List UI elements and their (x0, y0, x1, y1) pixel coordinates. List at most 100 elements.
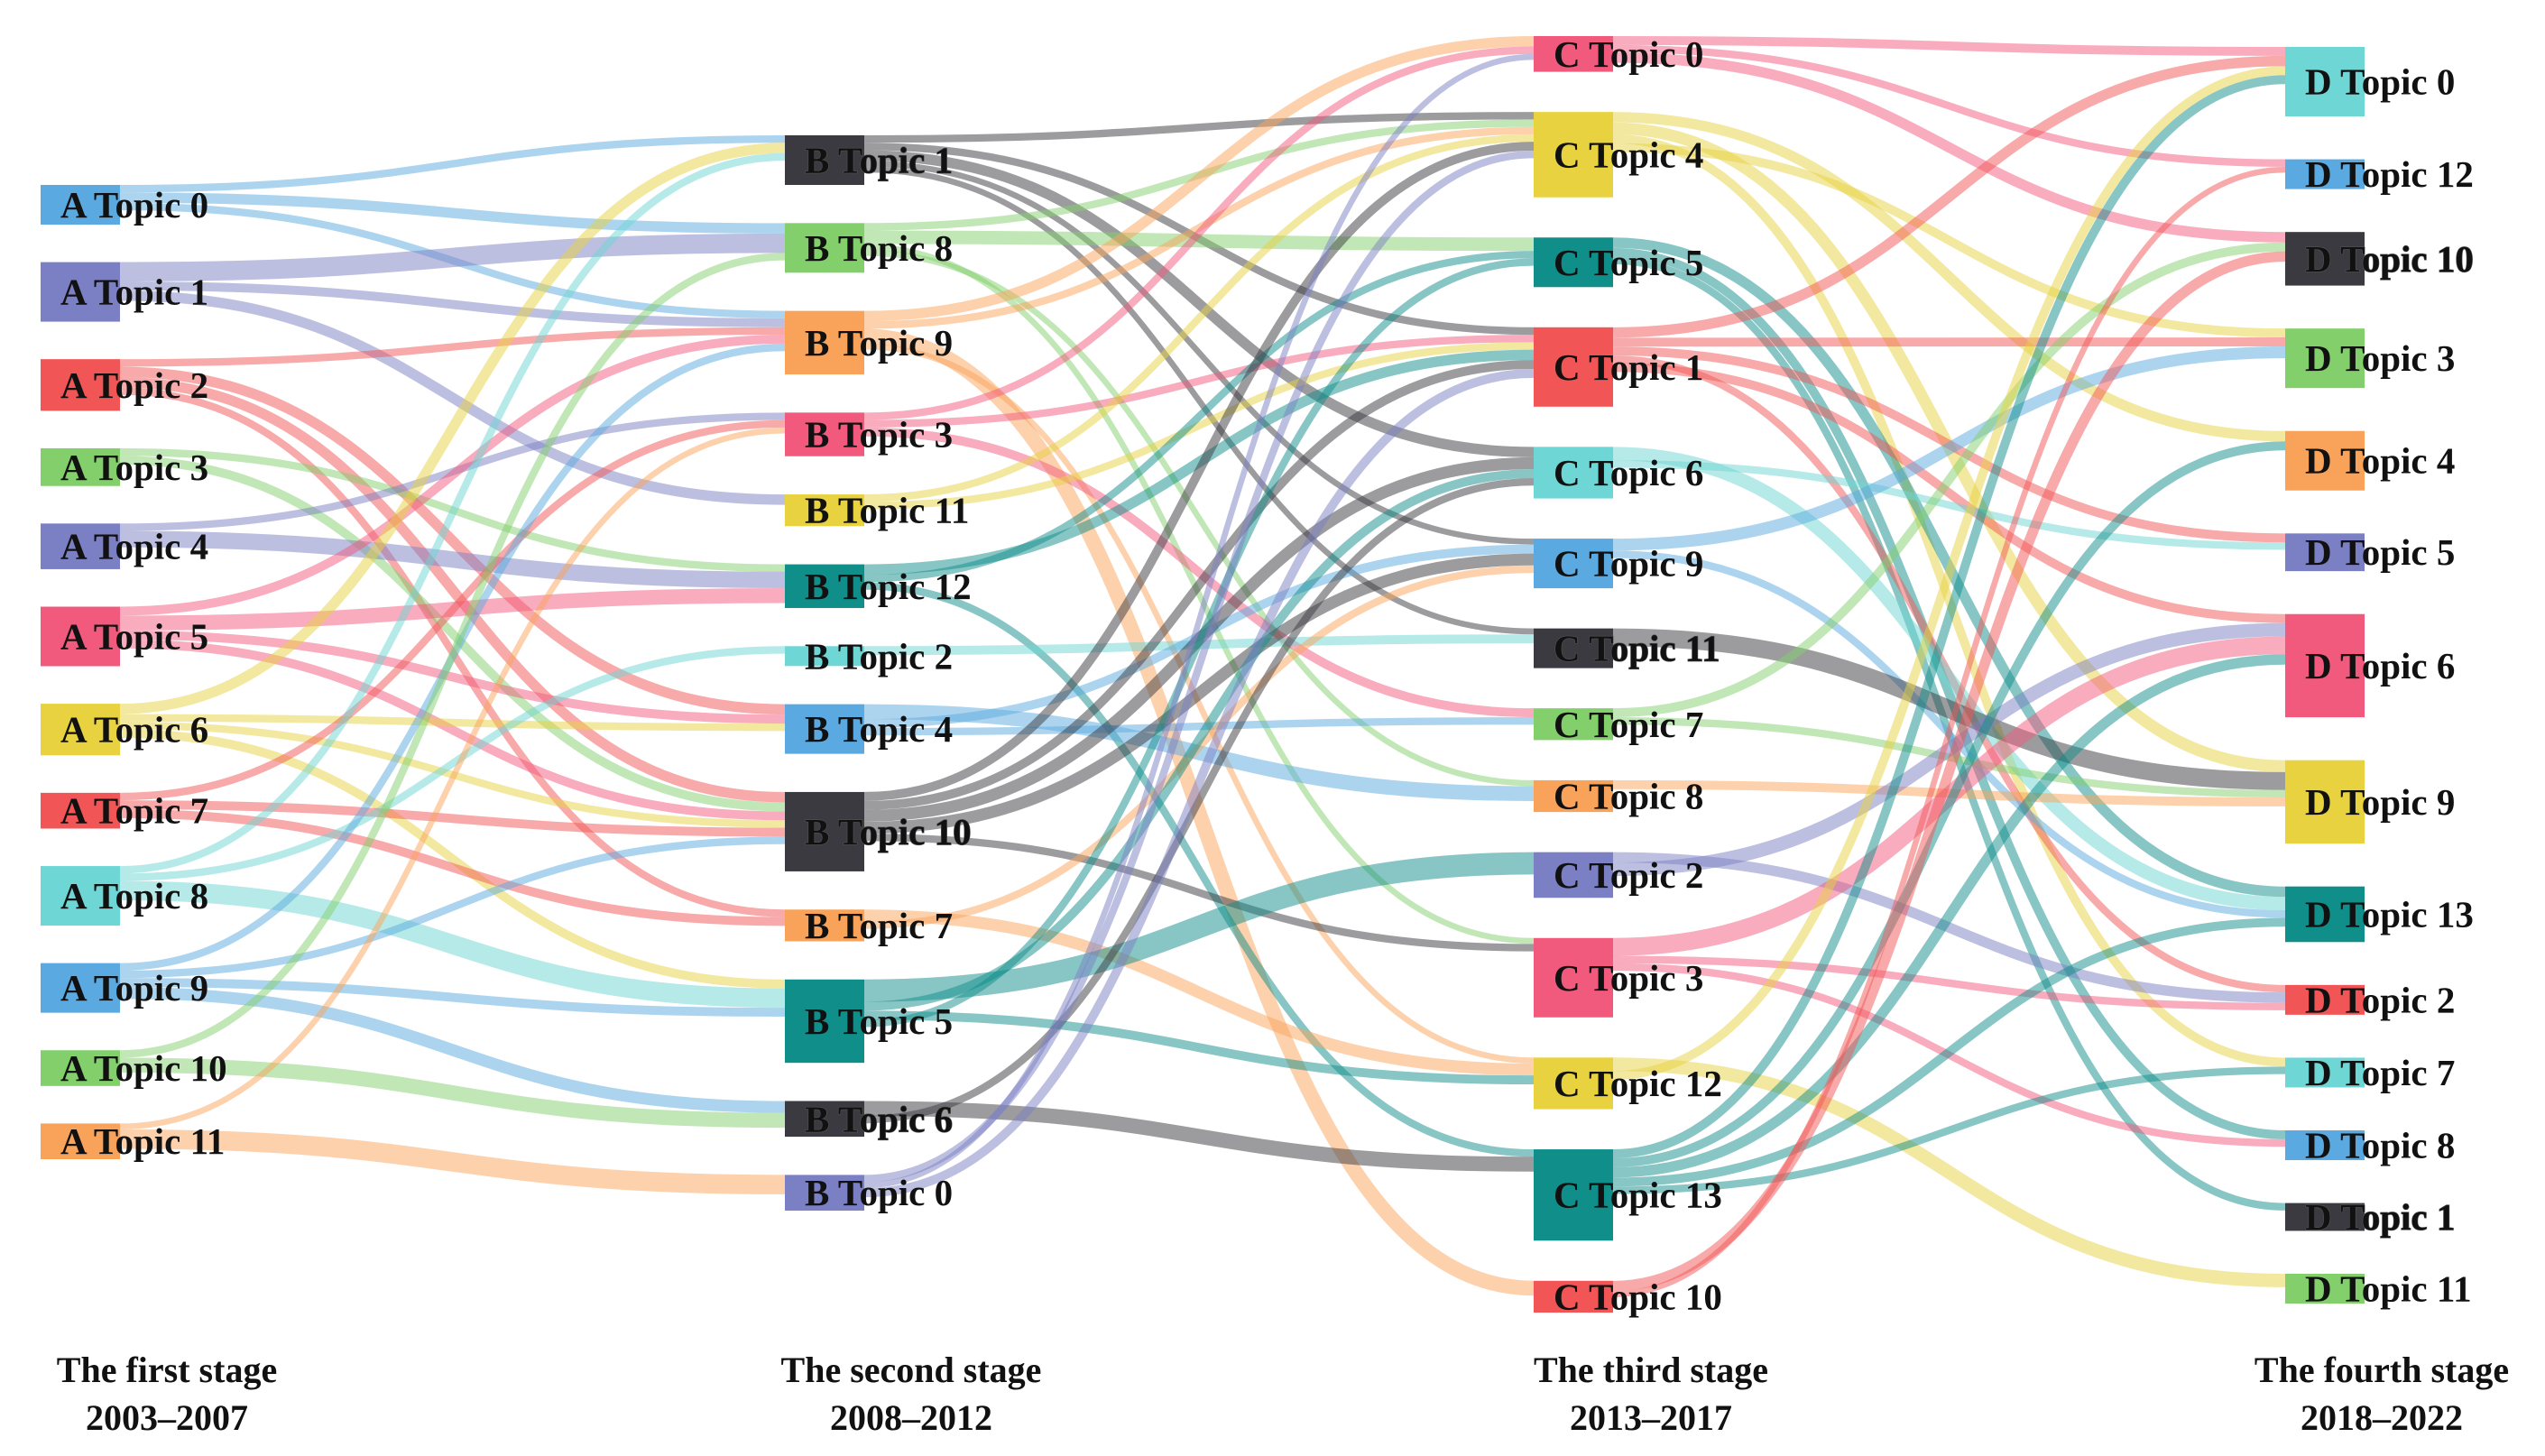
link-b1-c6[interactable] (863, 150, 1535, 457)
node-c7[interactable]: C Topic 7 (1534, 704, 1703, 745)
link-c9-d3[interactable] (1612, 346, 2286, 551)
node-c0[interactable]: C Topic 0 (1534, 33, 1703, 75)
node-b7[interactable]: B Topic 7 (785, 905, 953, 946)
link-b10-c3[interactable] (863, 834, 1535, 952)
link-b11-c1[interactable] (863, 342, 1535, 510)
link-c12-d11[interactable] (1612, 1057, 2286, 1287)
node-d2[interactable]: D Topic 2 (2285, 979, 2455, 1020)
link-c3-d2[interactable] (1612, 955, 2286, 1010)
node-c9[interactable]: C Topic 9 (1534, 539, 1703, 589)
node-b4[interactable]: B Topic 4 (785, 704, 953, 754)
node-b1[interactable]: B Topic 1 (785, 135, 954, 185)
node-c3[interactable]: C Topic 3 (1534, 937, 1703, 1018)
link-b8-c8[interactable] (863, 250, 1535, 787)
link-b10-c1[interactable] (863, 360, 1535, 810)
node-b10[interactable]: B Topic 10 (785, 791, 972, 871)
link-a6-b5[interactable] (119, 729, 786, 989)
link-a7-b7[interactable] (119, 809, 786, 926)
node-d10[interactable]: D Topic 10 (2285, 232, 2474, 286)
link-b3-c1[interactable] (863, 335, 1535, 428)
node-a1[interactable]: A Topic 1 (41, 262, 208, 322)
node-a5[interactable]: A Topic 5 (41, 606, 208, 667)
node-d7[interactable]: D Topic 7 (2285, 1052, 2455, 1093)
link-b6-c6[interactable] (863, 477, 1535, 1124)
node-c10[interactable]: C Topic 10 (1534, 1276, 1722, 1317)
node-d11[interactable]: D Topic 11 (2285, 1268, 2472, 1310)
node-d0[interactable]: D Topic 0 (2285, 47, 2455, 116)
link-a0-b1[interactable] (119, 134, 786, 193)
node-a9[interactable]: A Topic 9 (41, 963, 208, 1013)
link-c6-d5[interactable] (1612, 460, 2286, 550)
link-a11-b3[interactable] (119, 427, 786, 1129)
link-b12-c13[interactable] (863, 582, 1535, 1157)
link-a2-b9[interactable] (119, 327, 786, 367)
link-a7-b10[interactable] (119, 800, 786, 837)
node-d8[interactable]: D Topic 8 (2285, 1125, 2455, 1166)
link-b8-c5[interactable] (863, 230, 1535, 252)
node-d6[interactable]: D Topic 6 (2285, 613, 2455, 718)
node-c5[interactable]: C Topic 5 (1534, 237, 1703, 288)
node-a6[interactable]: A Topic 6 (41, 704, 208, 756)
node-a0[interactable]: A Topic 0 (41, 184, 208, 226)
link-b7-c12[interactable] (863, 909, 1535, 1076)
link-c1-d6[interactable] (1612, 363, 2286, 623)
node-b5[interactable]: B Topic 5 (785, 979, 953, 1064)
link-a9-b10[interactable] (119, 836, 786, 979)
link-b4-c7[interactable] (863, 717, 1535, 736)
link-a2-b10[interactable] (119, 376, 786, 803)
link-b10-c4[interactable] (863, 142, 1535, 801)
node-b11[interactable]: B Topic 11 (785, 490, 969, 531)
link-b5-c5[interactable] (863, 258, 1535, 1027)
link-a5-b10[interactable] (119, 639, 786, 821)
link-b1-c11[interactable] (863, 166, 1535, 635)
link-b3-c0[interactable] (863, 46, 1535, 420)
link-c13-d13[interactable] (1612, 917, 2286, 1187)
link-b10-c9[interactable] (863, 553, 1535, 834)
node-c8[interactable]: C Topic 8 (1534, 776, 1703, 817)
link-a3-b10[interactable] (119, 456, 786, 812)
link-b0-c1[interactable] (863, 369, 1535, 1198)
node-b8[interactable]: B Topic 8 (785, 223, 953, 273)
link-a6-b4[interactable] (119, 714, 786, 732)
link-a10-b8[interactable] (119, 253, 786, 1058)
link-b9-c0[interactable] (863, 36, 1535, 322)
link-c1-d0[interactable] (1612, 55, 2286, 338)
link-c10-d12[interactable] (1612, 166, 2286, 1297)
link-a6-b1[interactable] (119, 143, 786, 714)
link-b9-c12[interactable] (863, 343, 1535, 1064)
link-a7-b3[interactable] (119, 419, 786, 801)
node-a7[interactable]: A Topic 7 (41, 790, 208, 832)
link-b8-c3[interactable] (863, 244, 1535, 945)
link-c6-d13[interactable] (1612, 447, 2286, 911)
link-a8-b1[interactable] (119, 152, 786, 874)
link-a2-b4[interactable] (119, 366, 786, 715)
link-c4-d4[interactable] (1612, 112, 2286, 442)
link-b0-c0[interactable] (863, 53, 1535, 1189)
node-d13[interactable]: D Topic 13 (2285, 886, 2474, 943)
node-c6[interactable]: C Topic 6 (1534, 447, 1703, 499)
link-a0-b8[interactable] (119, 192, 786, 234)
node-a2[interactable]: A Topic 2 (41, 359, 208, 411)
link-c12-d0[interactable] (1612, 66, 2286, 1081)
link-a4-b12[interactable] (119, 530, 786, 589)
link-c0-d12[interactable] (1612, 44, 2286, 167)
node-b12[interactable]: B Topic 12 (785, 564, 972, 608)
node-a3[interactable]: A Topic 3 (41, 447, 208, 488)
link-c13-d6[interactable] (1612, 654, 2286, 1178)
link-a8-b2[interactable] (119, 646, 786, 881)
link-a5-b9[interactable] (119, 335, 786, 616)
node-b2[interactable]: B Topic 2 (785, 635, 953, 677)
node-c11[interactable]: C Topic 11 (1534, 627, 1720, 669)
node-a4[interactable]: A Topic 4 (41, 523, 208, 569)
link-a9-b6[interactable] (119, 987, 786, 1113)
link-a8-b5[interactable] (119, 880, 786, 1009)
link-b12-c5[interactable] (863, 251, 1535, 583)
node-d3[interactable]: D Topic 3 (2285, 328, 2455, 389)
link-b11-c4[interactable] (863, 134, 1535, 502)
link-c13-d0[interactable] (1612, 75, 2286, 1158)
link-c7-d10[interactable] (1612, 242, 2286, 718)
node-a11[interactable]: A Topic 11 (41, 1120, 225, 1162)
link-c13-d4[interactable] (1612, 441, 2286, 1167)
link-b6-c13[interactable] (863, 1101, 1535, 1172)
link-a1-b11[interactable] (119, 290, 786, 505)
